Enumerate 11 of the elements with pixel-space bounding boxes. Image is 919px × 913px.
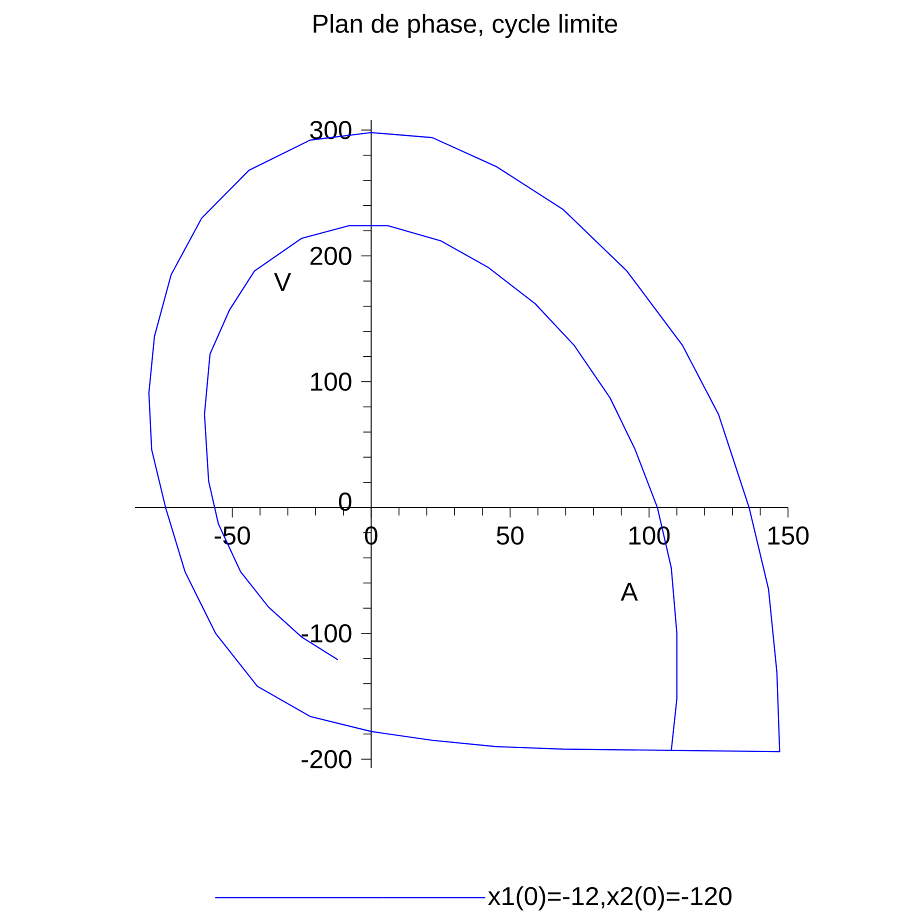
y-tick-label: 200 [310, 246, 352, 266]
y-tick-label: 100 [311, 372, 352, 391]
x-tick-label: 50 [496, 526, 524, 545]
legend-label: x1(0)=-12,x2(0)=-120 [488, 886, 732, 910]
y-tick-label: 300 [310, 120, 352, 140]
y-tick-label: -200 [302, 750, 352, 768]
x-tick-label: 150 [768, 526, 809, 545]
chart-title: Plan de phase, cycle limite [314, 14, 618, 38]
y-tick-label: -100 [302, 624, 352, 643]
y-axis-title: V [274, 273, 292, 291]
x-axis-title: A [620, 582, 638, 601]
